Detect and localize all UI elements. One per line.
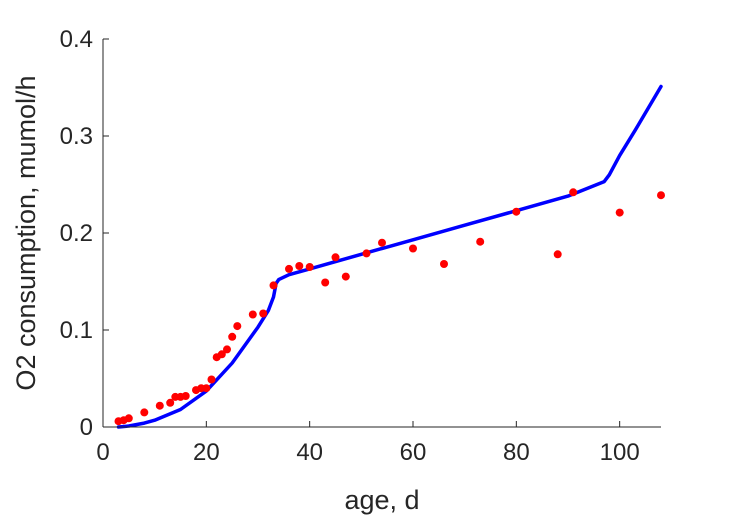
y-axis-label: O2 consumption, mumol/h [11, 75, 41, 390]
y-tick-label: 0.3 [60, 123, 93, 150]
data-point [362, 249, 371, 258]
y-tick-label: 0 [80, 414, 93, 441]
data-point [202, 384, 211, 393]
x-tick-label: 20 [193, 439, 220, 466]
data-point [233, 322, 242, 331]
data-point [378, 238, 386, 247]
data-point [409, 244, 417, 253]
data-point [124, 414, 133, 423]
data-point [553, 250, 562, 259]
x-tick-label: 40 [296, 439, 323, 466]
data-point [285, 264, 293, 273]
data-point [569, 188, 578, 197]
y-tick-label: 0.2 [60, 220, 93, 247]
data-point [331, 253, 340, 262]
x-tick-label: 80 [503, 439, 530, 466]
x-tick-label: 60 [400, 439, 427, 466]
data-point [269, 281, 278, 290]
data-point [228, 332, 237, 341]
data-point [321, 278, 330, 287]
data-point [181, 392, 190, 400]
model-curve [116, 84, 663, 429]
x-tick-label: 100 [600, 439, 640, 466]
data-point [248, 310, 257, 319]
x-axis: 0 20 40 60 80 100 [96, 421, 661, 466]
x-tick-label: 0 [96, 439, 109, 466]
data-point [476, 237, 485, 246]
data-point [295, 262, 304, 270]
x-axis-label: age, d [344, 485, 419, 515]
y-tick-label: 0.4 [60, 26, 93, 53]
data-point [305, 263, 314, 271]
y-tick-label: 0.1 [60, 317, 93, 344]
data-point [440, 260, 448, 268]
data-point [259, 309, 268, 318]
data-point [615, 208, 624, 217]
data-point [512, 207, 521, 216]
data-point [166, 398, 175, 407]
data-point [155, 401, 164, 410]
y-axis: 0 0.1 0.2 0.3 0.4 [60, 26, 109, 441]
data-point [223, 345, 231, 354]
data-point [140, 408, 149, 417]
data-point [657, 191, 665, 200]
data-point [207, 375, 216, 384]
data-point [341, 272, 350, 281]
data-point [217, 350, 226, 359]
plot-area [114, 84, 665, 429]
